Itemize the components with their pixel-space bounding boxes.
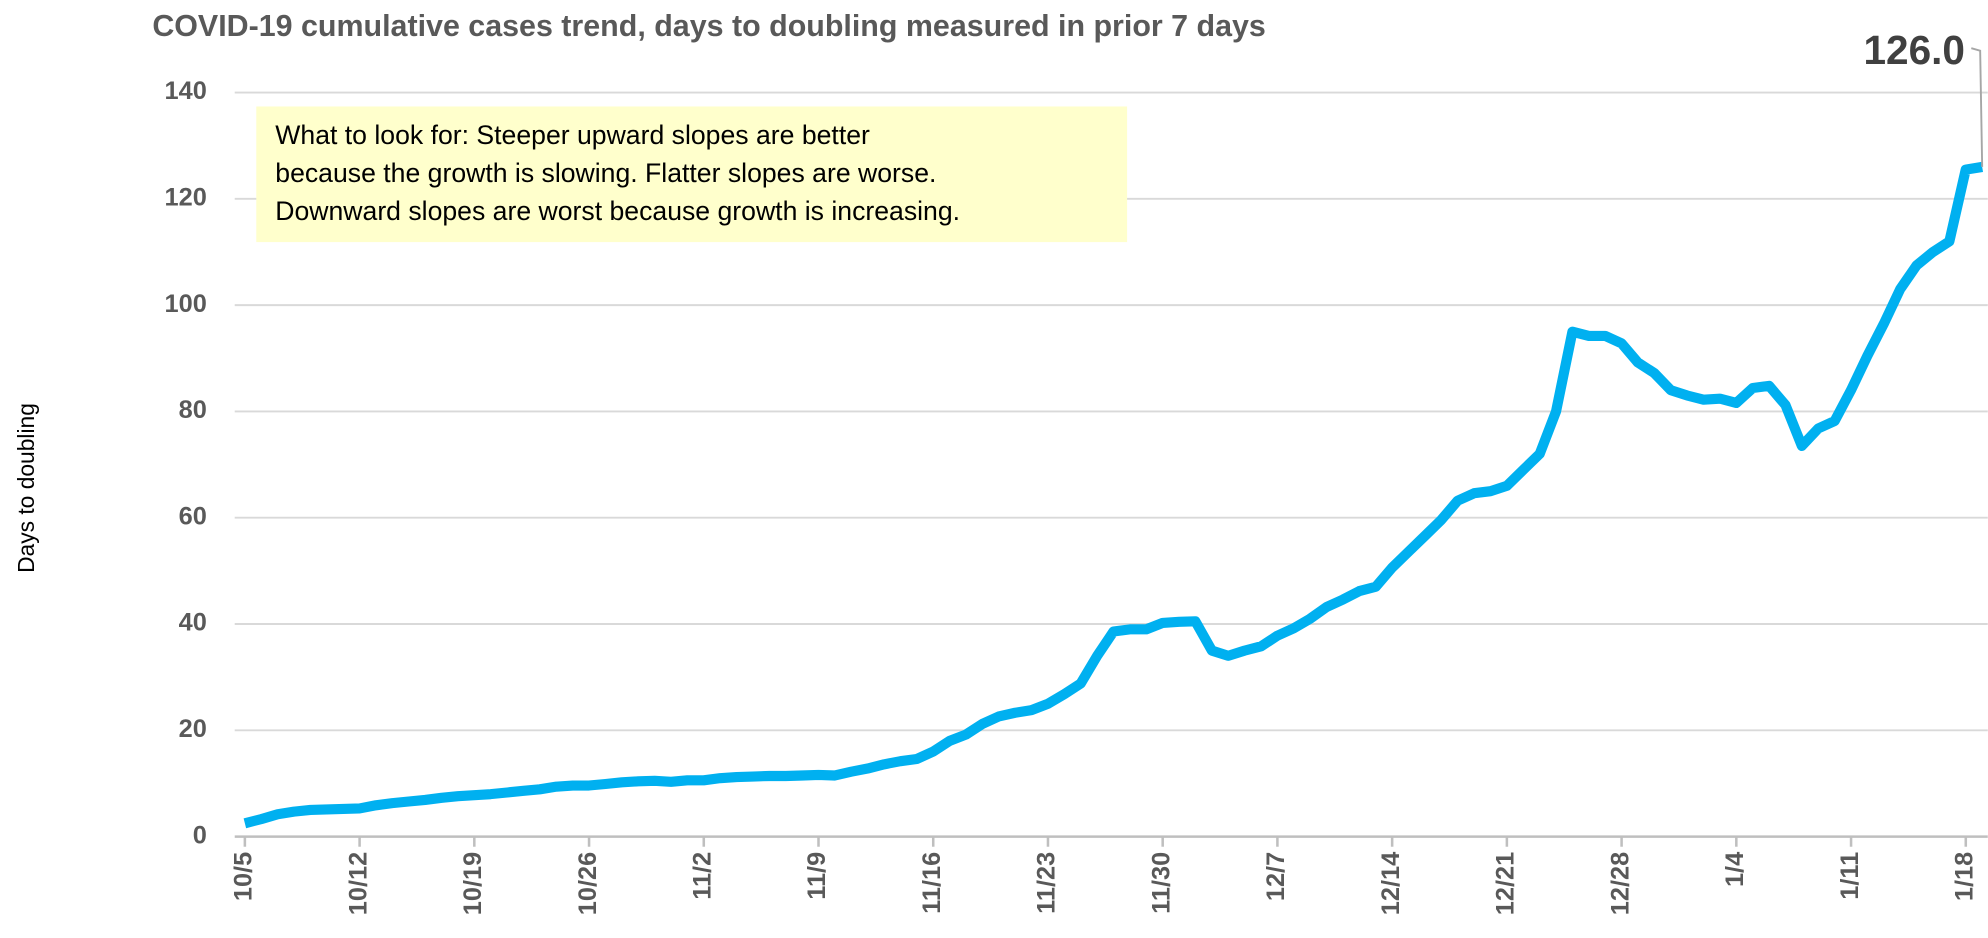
x-tick-label: 12/21: [1492, 852, 1520, 915]
y-axis-label: Days to doubling: [13, 403, 39, 573]
x-tick-label: 1/18: [1950, 852, 1978, 901]
y-tick-label: 20: [179, 715, 207, 743]
note-box: [256, 106, 1128, 243]
leader-line: [1971, 47, 1984, 167]
x-tick-label: 11/2: [688, 852, 716, 900]
x-tick-label: 10/5: [230, 852, 258, 901]
note: What to look for: Steeper upward slopes …: [256, 106, 1128, 243]
x-tick-label: 11/30: [1147, 852, 1175, 914]
note-line: Downward slopes are worst because growth…: [275, 196, 960, 226]
line-series: [243, 161, 1984, 829]
value-label: 126.0: [1863, 27, 1964, 73]
x-tick-label: 10/26: [574, 852, 602, 915]
y-tick-label: 60: [179, 502, 207, 530]
y-tick-label: 140: [165, 77, 207, 105]
y-tick-label: 0: [193, 821, 207, 849]
x-tick-label: 1/4: [1721, 852, 1749, 887]
x-tick-label: 11/23: [1033, 852, 1061, 914]
x-tick-label: 10/12: [344, 852, 372, 915]
y-tick-label: 80: [179, 396, 207, 424]
y-tick-label: 100: [165, 290, 207, 318]
x-tick-label: 12/28: [1606, 852, 1634, 915]
note-line: because the growth is slowing. Flatter s…: [275, 158, 936, 188]
chart-title: COVID-19 cumulative cases trend, days to…: [152, 9, 1266, 43]
y-tick-label: 120: [165, 184, 207, 212]
x-tick-label: 11/9: [803, 852, 831, 900]
x-tick-label: 1/11: [1836, 852, 1864, 900]
note-line: What to look for: Steeper upward slopes …: [275, 120, 870, 150]
y-tick-label: 40: [179, 609, 207, 637]
x-tick-label: 10/19: [459, 852, 487, 915]
x-tick-label: 12/7: [1262, 852, 1290, 901]
x-tick-label: 11/16: [918, 852, 946, 914]
x-tick-label: 12/14: [1377, 852, 1405, 915]
